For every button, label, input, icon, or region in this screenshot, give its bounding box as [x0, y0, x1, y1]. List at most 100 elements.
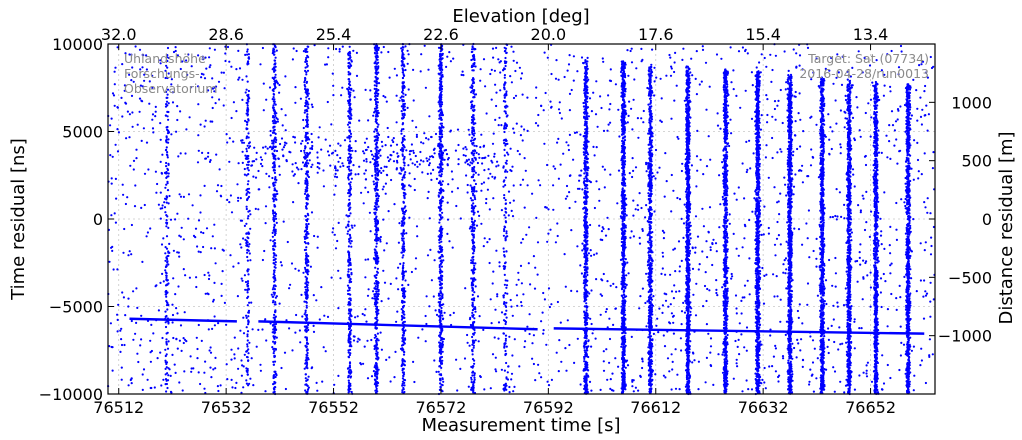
- data-point: [211, 106, 214, 110]
- data-point: [853, 185, 856, 188]
- data-point: [513, 385, 516, 388]
- data-point: [668, 370, 671, 373]
- data-point: [185, 128, 188, 131]
- data-point: [411, 162, 414, 165]
- data-point: [844, 98, 848, 102]
- data-point: [721, 353, 724, 356]
- data-point: [347, 220, 350, 223]
- data-point: [895, 138, 898, 141]
- data-point: [140, 139, 143, 142]
- data-point: [349, 159, 352, 162]
- data-point: [294, 141, 297, 144]
- data-point: [784, 183, 787, 186]
- data-point: [412, 149, 415, 152]
- data-point: [306, 289, 309, 292]
- data-point: [709, 248, 712, 252]
- data-point: [348, 238, 351, 241]
- data-point: [890, 262, 893, 265]
- data-point: [662, 237, 666, 240]
- data-point: [830, 324, 833, 327]
- data-point: [246, 144, 249, 147]
- data-point: [570, 88, 573, 92]
- data-point: [469, 316, 472, 319]
- data-point: [705, 323, 709, 326]
- data-point: [481, 162, 484, 165]
- data-point: [765, 273, 768, 276]
- data-point: [313, 234, 316, 238]
- data-point: [348, 286, 351, 290]
- data-point: [921, 108, 924, 111]
- data-point: [491, 161, 494, 164]
- data-point: [916, 158, 920, 162]
- data-point: [806, 237, 809, 240]
- data-point: [401, 371, 404, 374]
- data-point: [304, 270, 307, 273]
- data-point: [303, 111, 306, 114]
- data-point: [207, 277, 211, 281]
- data-point: [747, 388, 750, 391]
- data-point: [414, 257, 418, 260]
- data-point: [376, 146, 379, 149]
- data-point: [348, 208, 351, 211]
- data-point: [312, 294, 315, 297]
- data-point: [662, 334, 665, 337]
- data-point: [843, 126, 846, 129]
- data-point: [834, 99, 837, 102]
- data-point: [124, 52, 127, 55]
- data-point: [732, 69, 735, 72]
- data-point: [646, 300, 649, 303]
- data-point: [682, 236, 685, 239]
- data-point: [486, 188, 489, 191]
- data-point: [303, 81, 306, 84]
- data-point: [547, 232, 550, 235]
- data-point: [241, 279, 244, 282]
- data-point: [401, 68, 404, 71]
- data-point: [116, 128, 119, 131]
- data-point: [222, 71, 225, 74]
- data-point: [672, 332, 676, 335]
- data-point: [433, 147, 436, 150]
- data-point: [308, 159, 311, 162]
- data-point: [420, 141, 423, 144]
- data-point: [618, 135, 621, 138]
- data-point: [794, 90, 797, 94]
- data-point: [246, 291, 249, 294]
- data-point: [278, 83, 281, 87]
- data-point: [552, 208, 555, 211]
- data-point: [305, 291, 308, 294]
- data-point: [557, 108, 561, 111]
- data-point: [899, 296, 902, 299]
- data-point: [397, 288, 400, 291]
- data-point: [303, 79, 307, 82]
- data-point: [402, 46, 405, 49]
- data-point: [811, 373, 814, 376]
- data-point: [657, 331, 660, 334]
- data-point: [691, 361, 694, 364]
- data-point: [923, 201, 926, 204]
- data-point: [773, 295, 776, 298]
- data-point: [306, 264, 309, 267]
- data-point: [303, 192, 307, 195]
- data-point: [259, 369, 262, 372]
- data-point: [347, 355, 350, 358]
- data-point: [697, 268, 700, 271]
- data-point: [412, 68, 415, 71]
- data-point: [348, 195, 351, 198]
- data-point: [304, 139, 308, 142]
- data-point: [116, 150, 120, 153]
- data-point: [522, 293, 525, 296]
- data-point: [461, 70, 464, 73]
- data-point: [533, 287, 537, 290]
- data-point: [541, 311, 544, 314]
- data-point: [695, 93, 699, 96]
- data-point: [273, 269, 276, 272]
- data-point: [496, 293, 499, 296]
- data-point: [661, 304, 665, 307]
- data-point: [808, 380, 811, 383]
- data-point: [558, 339, 561, 342]
- data-point: [483, 237, 486, 240]
- data-point: [217, 389, 220, 393]
- data-point: [165, 353, 168, 356]
- data-point: [292, 174, 295, 177]
- data-point: [127, 384, 130, 387]
